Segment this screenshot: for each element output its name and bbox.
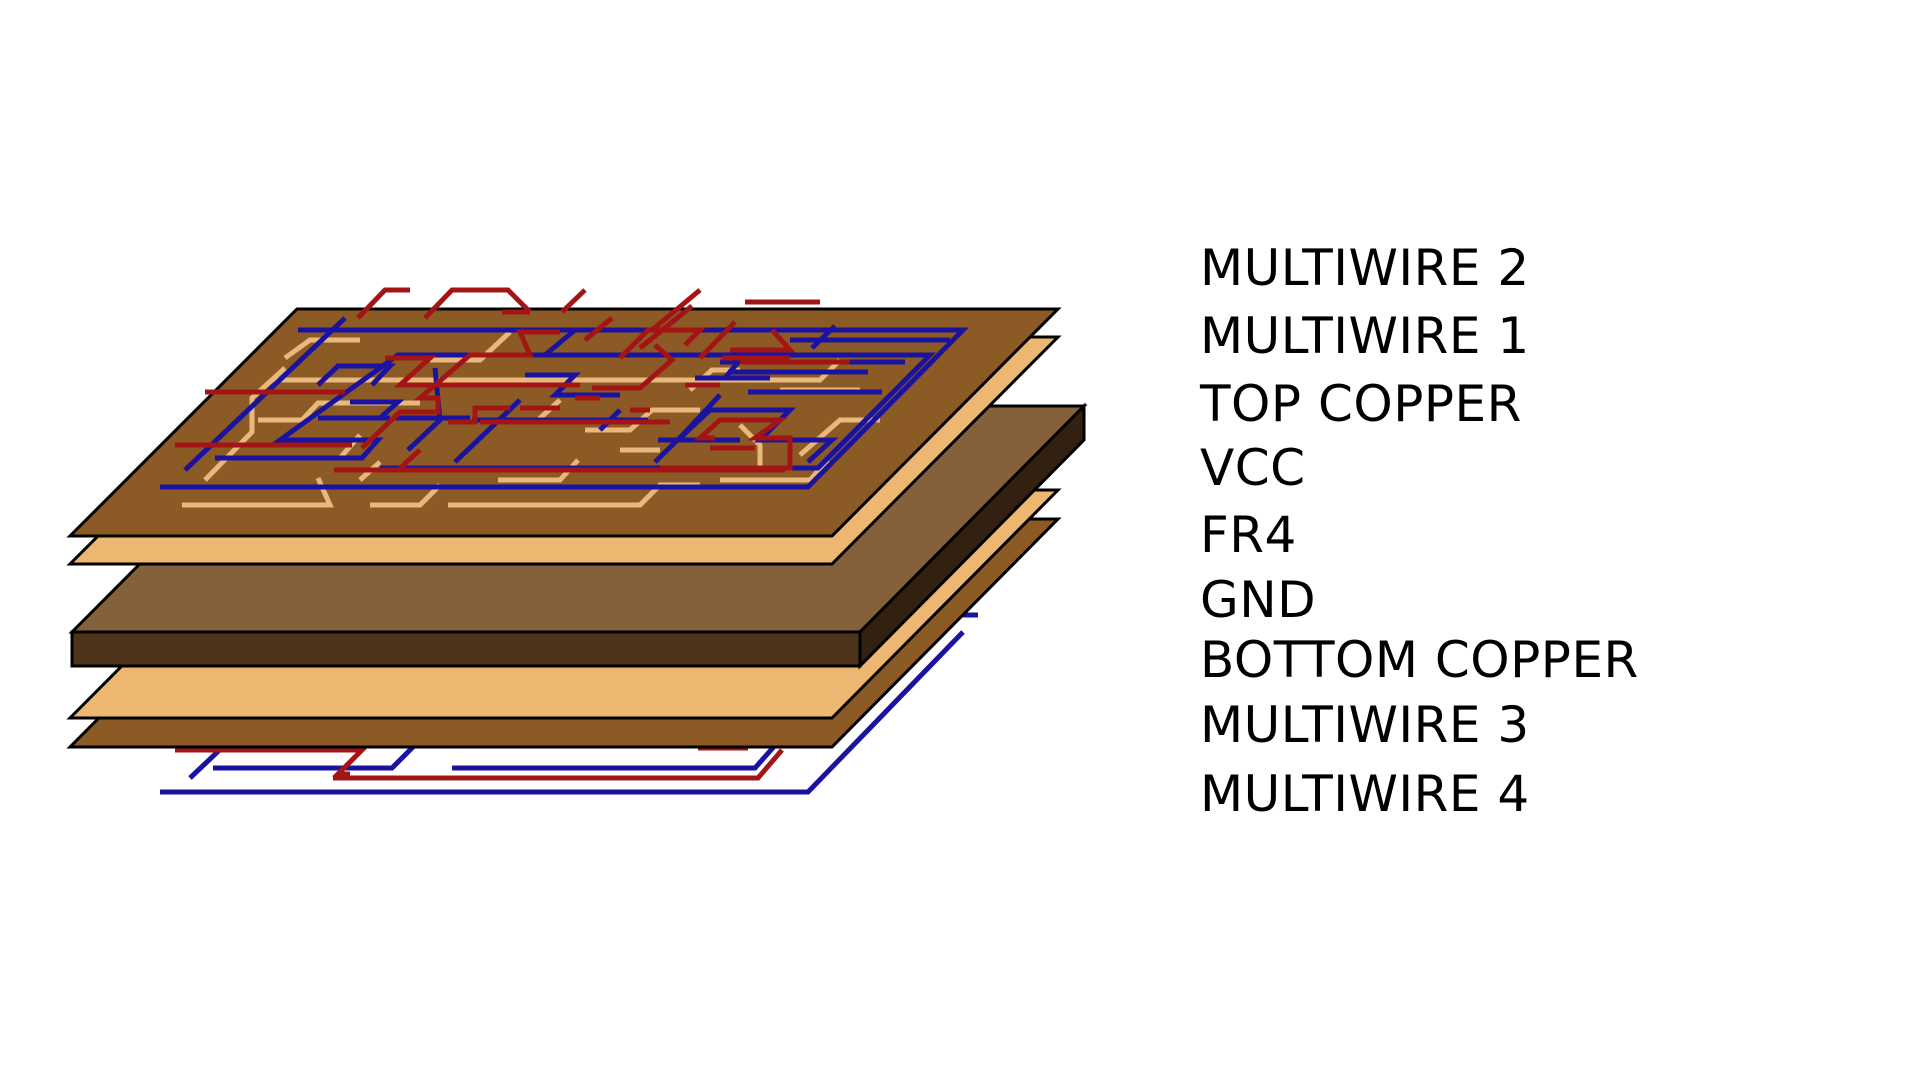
multiwire-4-wires — [160, 612, 978, 795]
label-multiwire-2: MULTIWIRE 2 — [1200, 239, 1530, 297]
label-vcc: VCC — [1200, 439, 1306, 497]
label-multiwire-1: MULTIWIRE 1 — [1200, 307, 1530, 365]
label-top-copper: TOP COPPER — [1199, 375, 1522, 433]
layer-labels: MULTIWIRE 2 MULTIWIRE 1 TOP COPPER VCC F… — [1199, 239, 1639, 823]
label-multiwire-4: MULTIWIRE 4 — [1200, 765, 1530, 823]
multiwire-2-wires — [175, 287, 850, 473]
label-bottom-copper: BOTTOM COPPER — [1200, 631, 1639, 689]
multiwire-3-wires — [175, 745, 784, 781]
label-fr4: FR4 — [1200, 506, 1297, 564]
label-multiwire-3: MULTIWIRE 3 — [1200, 696, 1530, 754]
label-gnd: GND — [1200, 571, 1316, 629]
